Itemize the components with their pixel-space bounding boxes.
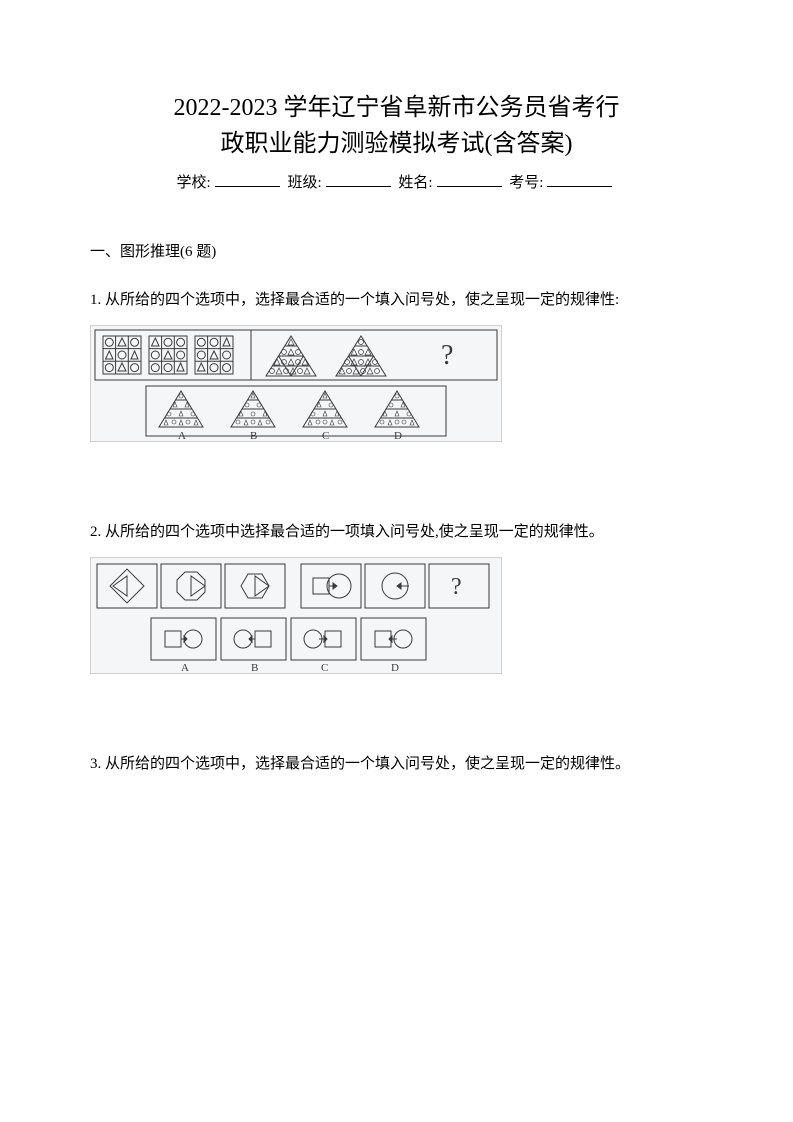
svg-text:C: C	[322, 430, 329, 441]
question-2: 2. 从所给的四个选项中选择最合适的一项填入问号处,使之呈现一定的规律性。	[90, 517, 703, 547]
title-line-1: 2022-2023 学年辽宁省阜新市公务员省考行	[90, 90, 703, 126]
question-1: 1. 从所给的四个选项中，选择最合适的一个填入问号处，使之呈现一定的规律性:	[90, 285, 703, 315]
info-line: 学校: 班级: 姓名: 考号:	[90, 170, 703, 197]
svg-text:?: ?	[441, 340, 453, 371]
section-header: 一、图形推理(6 题)	[90, 237, 703, 267]
svg-text:?: ?	[451, 574, 462, 600]
svg-text:D: D	[394, 430, 402, 441]
school-blank	[215, 186, 280, 187]
svg-text:A: A	[178, 430, 186, 441]
name-label: 姓名:	[398, 175, 432, 191]
name-blank	[437, 186, 502, 187]
figure-1: ?	[90, 325, 502, 442]
title-line-2: 政职业能力测验模拟考试(含答案)	[90, 126, 703, 162]
school-label: 学校:	[177, 175, 211, 191]
svg-text:C: C	[321, 662, 328, 673]
svg-text:D: D	[391, 662, 399, 673]
id-blank	[547, 186, 612, 187]
svg-text:A: A	[181, 662, 189, 673]
svg-text:B: B	[251, 662, 258, 673]
figure-1-container: ?	[90, 325, 703, 447]
figure-2: ?	[90, 557, 502, 674]
figure-2-container: ?	[90, 557, 703, 679]
class-blank	[326, 186, 391, 187]
id-label: 考号:	[509, 175, 543, 191]
page-title: 2022-2023 学年辽宁省阜新市公务员省考行 政职业能力测验模拟考试(含答案…	[90, 90, 703, 162]
class-label: 班级:	[287, 175, 321, 191]
svg-text:B: B	[250, 430, 257, 441]
question-3: 3. 从所给的四个选项中，选择最合适的一个填入问号处，使之呈现一定的规律性。	[90, 749, 703, 779]
